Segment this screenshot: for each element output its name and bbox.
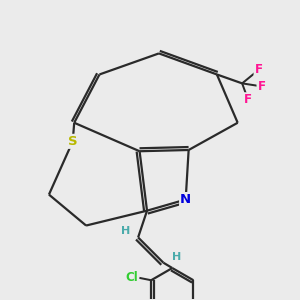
- Text: Cl: Cl: [125, 271, 138, 284]
- Text: N: N: [180, 193, 191, 206]
- Text: F: F: [257, 80, 266, 93]
- Text: H: H: [121, 226, 130, 236]
- Text: F: F: [254, 64, 262, 76]
- Text: F: F: [244, 93, 252, 106]
- Text: H: H: [172, 252, 182, 262]
- Text: S: S: [68, 135, 77, 148]
